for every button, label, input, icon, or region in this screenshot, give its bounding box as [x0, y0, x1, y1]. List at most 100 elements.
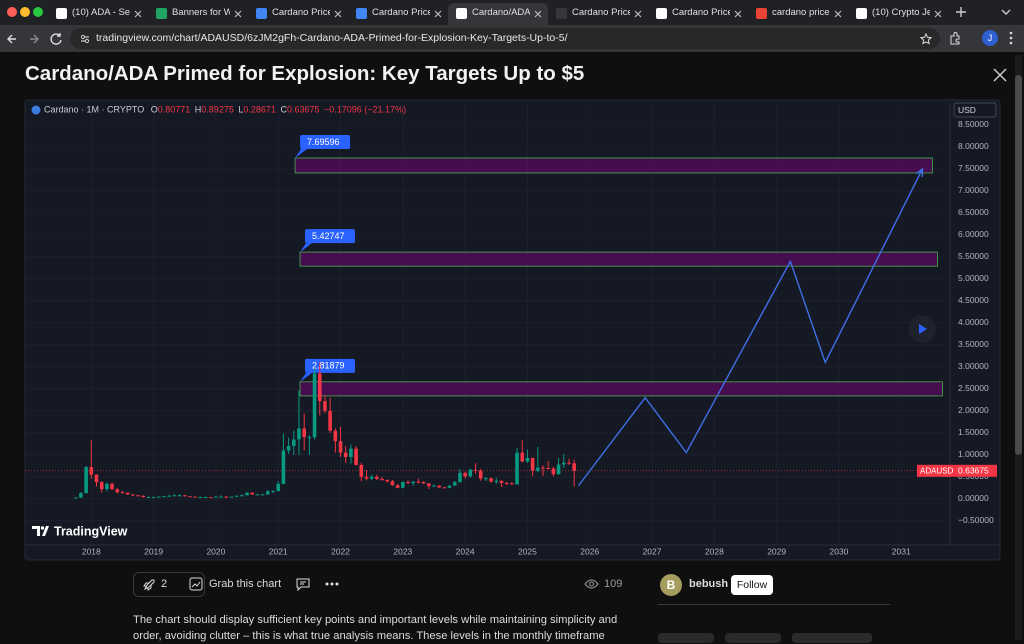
- browser-tab[interactable]: cardano price p: [748, 3, 848, 25]
- divider: [658, 604, 890, 605]
- tab-close[interactable]: [134, 10, 142, 18]
- scrollbar-thumb[interactable]: [1015, 75, 1022, 455]
- time-tick-label: 2022: [331, 546, 350, 556]
- more-button[interactable]: [325, 581, 339, 587]
- idea-description: The chart should display sufficient key …: [133, 614, 618, 642]
- browser-tab[interactable]: Cardano Price P: [348, 3, 448, 25]
- candle-body: [437, 485, 441, 488]
- tab-close[interactable]: [634, 10, 642, 18]
- forward-button[interactable]: [30, 34, 39, 44]
- price-tick-label: 6.00000: [958, 229, 989, 239]
- browser-tab[interactable]: (10) Crypto Jeb: [848, 3, 948, 25]
- candle-body: [151, 497, 156, 499]
- site-info-icon[interactable]: [79, 33, 91, 45]
- candle-body: [338, 441, 343, 453]
- author-name[interactable]: bebush: [689, 578, 729, 590]
- tab-close[interactable]: [934, 10, 942, 18]
- boost-button[interactable]: 2: [133, 572, 205, 597]
- candle-body: [442, 487, 447, 489]
- browser-tab[interactable]: Cardano/ADA Pr: [448, 3, 548, 25]
- zone-label-box: [300, 134, 351, 149]
- time-tick-label: 2018: [82, 546, 101, 556]
- extensions-button[interactable]: [948, 31, 962, 45]
- tag-button[interactable]: [658, 633, 714, 643]
- boost-count: 2: [161, 578, 168, 590]
- tab-close[interactable]: [834, 10, 842, 18]
- candle-body: [214, 496, 218, 498]
- candle-body: [530, 457, 535, 471]
- browser-tab[interactable]: (10) ADA - Sear: [48, 3, 148, 25]
- zone-label: 7.69596: [307, 137, 340, 147]
- reload-button[interactable]: [50, 33, 62, 45]
- candle-body: [390, 481, 395, 486]
- tab-close[interactable]: [534, 10, 542, 18]
- grab-chart[interactable]: Grab this chart: [209, 578, 282, 590]
- candle-body: [541, 467, 545, 469]
- back-button[interactable]: [7, 34, 16, 44]
- candle-body: [131, 494, 135, 496]
- play-button[interactable]: [908, 315, 936, 343]
- grid: −0.500000.000000.500001.000001.500002.00…: [25, 103, 994, 556]
- candle-body: [156, 496, 161, 498]
- close-idea[interactable]: [992, 67, 1008, 83]
- tab-favicon: [356, 8, 367, 19]
- price-tick-label: 6.50000: [958, 207, 989, 217]
- tab-close[interactable]: [734, 10, 742, 18]
- candle-body: [561, 462, 566, 465]
- tab-title: (10) Crypto Jeb: [872, 7, 930, 18]
- tab-title: Cardano Price P: [572, 7, 630, 18]
- tab-close[interactable]: [434, 10, 442, 18]
- candle-body: [510, 483, 514, 485]
- close-window[interactable]: [7, 7, 17, 17]
- candle-body: [229, 496, 234, 498]
- candle-body: [375, 476, 379, 480]
- candle-body: [478, 470, 483, 479]
- candle-body: [333, 430, 338, 442]
- candle-body: [89, 467, 94, 475]
- bookmark-star[interactable]: [920, 33, 932, 45]
- candle-body: [572, 463, 576, 471]
- zone-label: 5.42747: [312, 231, 345, 241]
- author-avatar[interactable]: B: [660, 574, 682, 596]
- browser-tab[interactable]: Banners for Wri: [148, 3, 248, 25]
- grab-icon: [189, 577, 203, 591]
- tab-bar: (10) ADA - Sear Banners for Wri Cardano Pr…: [0, 0, 1024, 25]
- tab-favicon: [556, 8, 567, 19]
- minimize-window[interactable]: [20, 7, 30, 17]
- candle-body: [489, 478, 493, 482]
- browser-menu[interactable]: [1008, 31, 1014, 45]
- price-tick-label: −0.50000: [958, 515, 994, 525]
- comments-button[interactable]: [296, 577, 310, 591]
- candle-body: [317, 373, 322, 402]
- browser-tab[interactable]: Cardano Price a: [648, 3, 748, 25]
- candle-body: [312, 373, 317, 438]
- price-tick-label: 3.50000: [958, 339, 989, 349]
- time-tick-label: 2031: [892, 546, 911, 556]
- price-tick-label: 2.00000: [958, 405, 989, 415]
- maximize-window[interactable]: [33, 7, 43, 17]
- address-row: tradingview.com/chart/ADAUSD/6zJM2gFh-Ca…: [0, 25, 1024, 52]
- candle-body: [567, 462, 571, 464]
- tab-close[interactable]: [334, 10, 342, 18]
- candle-body: [323, 401, 327, 411]
- views-icon: [584, 579, 599, 589]
- time-tick-label: 2027: [643, 546, 662, 556]
- tab-close[interactable]: [234, 10, 242, 18]
- candle-body: [203, 497, 208, 499]
- tag-button[interactable]: [792, 633, 872, 643]
- tab-search[interactable]: [1000, 7, 1012, 17]
- currency-box[interactable]: [953, 102, 997, 118]
- candle-body: [515, 452, 519, 485]
- follow-button[interactable]: Follow: [731, 575, 773, 595]
- new-tab[interactable]: [955, 6, 967, 18]
- url-field[interactable]: tradingview.com/chart/ADAUSD/6zJM2gFh-Ca…: [70, 28, 940, 49]
- time-tick-label: 2030: [830, 546, 849, 556]
- tag-button[interactable]: [725, 633, 781, 643]
- tab-favicon: [656, 8, 667, 19]
- browser-tab[interactable]: Cardano Price P: [248, 3, 348, 25]
- tab-favicon: [756, 8, 767, 19]
- profile-avatar[interactable]: J: [982, 30, 998, 46]
- browser-tab[interactable]: Cardano Price P: [548, 3, 648, 25]
- candle-body: [73, 497, 78, 499]
- candle-body: [307, 437, 312, 439]
